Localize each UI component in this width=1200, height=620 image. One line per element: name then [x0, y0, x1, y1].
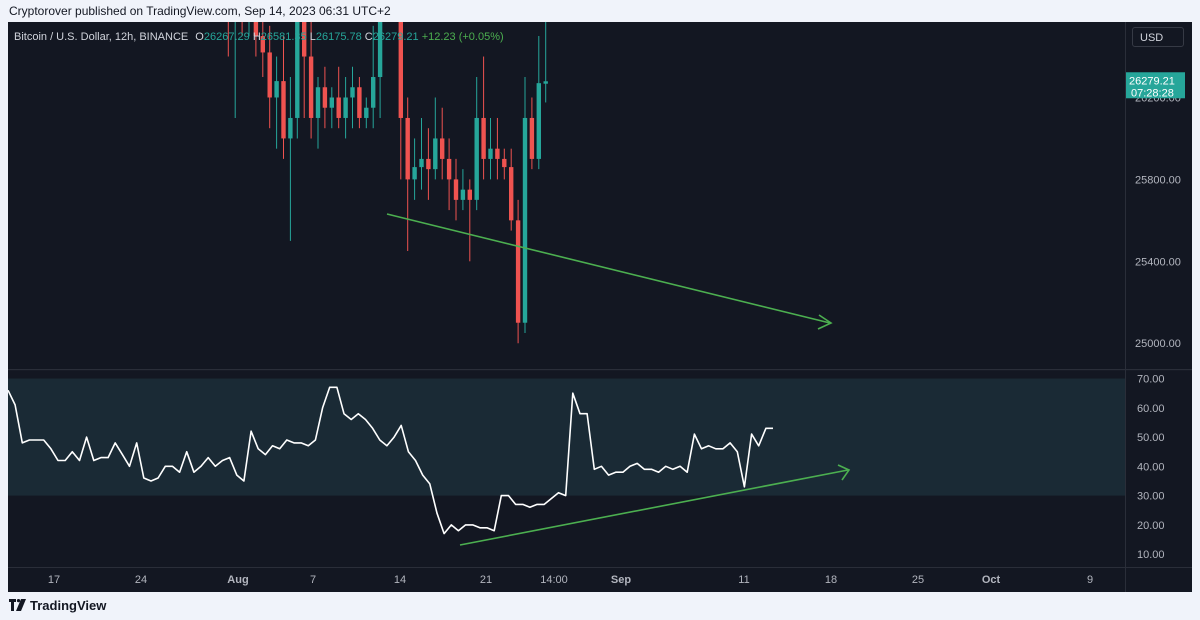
candle-body: [488, 148, 493, 159]
last-price-badge-price: 26279.21: [1129, 75, 1175, 87]
candle-body: [460, 189, 466, 200]
price-tick-label: 25400.00: [1135, 256, 1181, 268]
tradingview-logo-icon: [9, 599, 26, 611]
candle-body: [440, 138, 445, 159]
legend-low-value: 26175.78: [315, 31, 362, 43]
legend-open-value: 26267.29: [203, 31, 250, 43]
candle-body: [288, 117, 293, 139]
candle-body: [522, 117, 528, 323]
rsi-trendline: [459, 469, 849, 546]
time-tick-label: 14: [394, 574, 406, 586]
candle-body: [433, 138, 438, 170]
legend-open-label: O: [195, 31, 204, 43]
price-tick-label: 25000.00: [1135, 338, 1181, 350]
candle-body: [315, 87, 321, 118]
price-trendline: [386, 213, 831, 324]
candles-group: [227, 22, 548, 344]
last-price-badge: [1126, 72, 1185, 99]
rsi-trendline-arrowhead: [837, 464, 851, 481]
price-axis-border: [1125, 22, 1126, 592]
candle-body: [502, 158, 507, 168]
candle-body: [405, 117, 410, 180]
last-price-badge-countdown: 07:28:28: [1131, 87, 1174, 99]
candle-body: [509, 167, 514, 221]
publish-line: Cryptorover published on TradingView.com…: [0, 0, 1200, 22]
candle-body: [253, 22, 259, 37]
candle-body: [329, 97, 334, 108]
rsi-line: [8, 386, 773, 535]
candle-body: [453, 179, 459, 200]
candle-body: [371, 77, 376, 108]
candle-body: [529, 117, 535, 159]
time-tick-label: 24: [135, 574, 147, 586]
rsi-tick-label: 70.00: [1137, 374, 1165, 386]
candle-body: [467, 189, 472, 200]
candle-body: [267, 52, 272, 98]
rsi-tick-label: 50.00: [1137, 432, 1165, 444]
time-tick-label: 7: [310, 574, 316, 586]
time-tick-label: 25: [912, 574, 924, 586]
candle-body: [295, 22, 300, 118]
candle-body: [281, 81, 286, 139]
time-tick-label: Oct: [982, 574, 1001, 586]
candle-body: [350, 87, 355, 98]
chart-canvas[interactable]: 25000.0025400.0025800.0026200.0010.0020.…: [8, 22, 1192, 592]
time-tick-label: 18: [825, 574, 837, 586]
candle-body: [336, 97, 341, 118]
legend-symbol: Bitcoin / U.S. Dollar, 12h, BINANCE: [14, 31, 189, 43]
candle-body: [398, 22, 403, 118]
candle-body: [419, 158, 424, 168]
candle-body: [357, 87, 362, 118]
chart-frame[interactable]: 25000.00 25400.00 25800.00 26200.00 10.00 20.…: [8, 22, 1192, 592]
legend-low-label: L: [309, 31, 316, 43]
time-tick-label: 14:00: [540, 574, 568, 586]
price-tick-label: 25800.00: [1135, 174, 1181, 186]
currency-button[interactable]: USD: [1132, 27, 1184, 47]
candle-body: [302, 22, 307, 57]
candle-body: [412, 167, 417, 180]
footer-brand: TradingView: [30, 598, 107, 613]
candle-body: [308, 56, 314, 118]
candle-body: [446, 158, 452, 180]
legend-high-label: H: [252, 31, 261, 43]
candle-body: [536, 83, 541, 159]
candle-body: [260, 36, 265, 53]
candle-body: [274, 81, 279, 98]
footer: TradingView: [0, 592, 1200, 620]
candle-body: [481, 117, 486, 159]
time-tick-label: Aug: [227, 574, 248, 586]
candle-body: [474, 117, 479, 200]
candle-body: [343, 97, 348, 118]
candle-body: [377, 22, 383, 78]
candle-body: [364, 107, 369, 118]
candle-body: [495, 148, 500, 159]
candle-body: [426, 158, 431, 170]
pane-separator: [8, 369, 1192, 371]
legend-close-label: C: [364, 31, 373, 43]
time-tick-label: 17: [48, 574, 60, 586]
time-tick-label: 11: [738, 574, 749, 586]
legend-high-value: 26581.35: [260, 31, 307, 43]
time-tick-label: 21: [480, 574, 492, 586]
rsi-tick-label: 20.00: [1137, 520, 1165, 532]
time-tick-label: 9: [1087, 574, 1093, 586]
rsi-tick-label: 60.00: [1137, 403, 1165, 415]
candle-body: [515, 220, 521, 323]
rsi-tick-label: 30.00: [1137, 491, 1165, 503]
candle-body: [322, 87, 328, 108]
legend-close-value: 26279.21: [372, 31, 419, 43]
candle-body: [543, 81, 548, 84]
chart-legend: Bitcoin / U.S. Dollar, 12h, BINANCE O262…: [14, 31, 504, 43]
price-trendline-arrowhead: [817, 314, 833, 330]
time-tick-label: Sep: [611, 574, 631, 586]
rsi-tick-label: 10.00: [1137, 549, 1165, 561]
rsi-tick-label: 40.00: [1137, 461, 1165, 473]
time-axis-border: [8, 567, 1192, 568]
legend-change: +12.23 (+0.05%): [421, 31, 504, 43]
